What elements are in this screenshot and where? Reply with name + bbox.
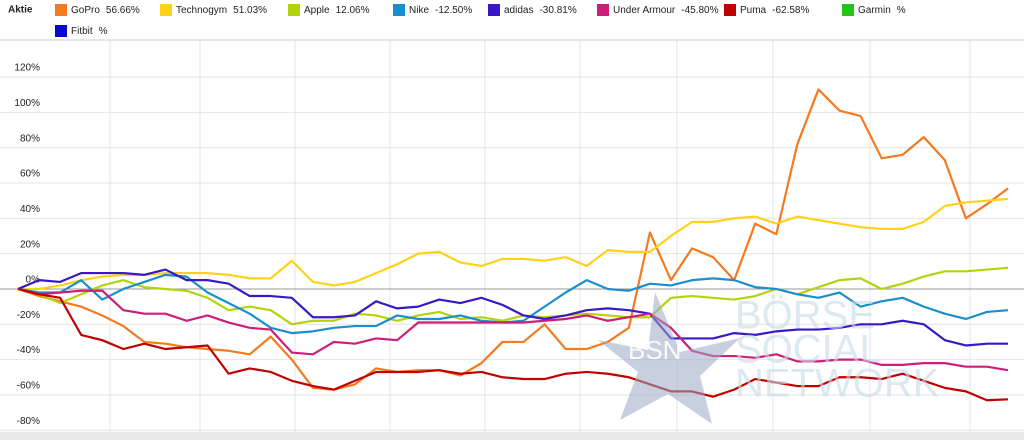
legend-title: Aktie: [8, 5, 33, 16]
legend-name: Garmin: [858, 5, 891, 16]
legend-label: Technogym 51.03%: [176, 5, 267, 16]
line-series: [17, 268, 1008, 347]
y-tick-label: 60%: [20, 169, 40, 180]
y-tick-label: -40%: [17, 345, 40, 356]
line-series: [18, 197, 1009, 291]
watermark: BSN BÖRSE SOCIAL NETWORK: [598, 292, 940, 424]
legend-name: Puma: [740, 5, 767, 16]
legend-swatch: [55, 4, 67, 16]
legend-change: -12.50%: [435, 5, 472, 16]
legend-name: Technogym: [176, 5, 227, 16]
legend-swatch: [393, 4, 405, 16]
scrollbar: [0, 432, 1024, 440]
watermark-text: BÖRSE: [735, 294, 875, 338]
legend-swatch: [724, 4, 736, 16]
y-tick-label: 100%: [14, 98, 40, 109]
legend-name: Apple: [304, 5, 330, 16]
watermark-text: NETWORK: [735, 362, 940, 406]
legend-label: GoPro 56.66%: [71, 5, 140, 16]
legend-swatch: [55, 25, 67, 37]
legend-label: Garmin%: [858, 5, 906, 16]
legend-label: Under Armour -45.80%: [613, 5, 719, 16]
y-tick-label: 0%: [26, 275, 41, 286]
legend-change: -45.80%: [681, 5, 718, 16]
watermark-text: SOCIAL: [735, 328, 882, 372]
legend-swatch: [488, 4, 500, 16]
watermark-logo: BSN: [628, 335, 681, 365]
legend-change: %: [897, 5, 906, 16]
legend-name: Under Armour: [613, 5, 676, 16]
line-series: [17, 287, 1009, 372]
legend-label: Apple 12.06%: [304, 5, 370, 16]
legend-name: adidas: [504, 5, 533, 16]
legend-change: 56.66%: [106, 5, 140, 16]
legend-swatch: [288, 4, 300, 16]
legend-change: -30.81%: [539, 5, 576, 16]
y-tick-label: 80%: [20, 133, 40, 144]
legend-change: %: [99, 26, 108, 37]
legend-change: 12.06%: [336, 5, 370, 16]
legend-change: 51.03%: [233, 5, 267, 16]
line-series: [17, 287, 1009, 402]
y-tick-label: 40%: [20, 204, 40, 215]
legend-name: GoPro: [71, 5, 100, 16]
legend-swatch: [160, 4, 172, 16]
y-tick-label: -20%: [17, 310, 40, 321]
y-tick-label: 120%: [14, 63, 40, 74]
y-tick-label: -60%: [17, 381, 40, 392]
legend-swatch: [842, 4, 854, 16]
legend-label: Nike -12.50%: [409, 5, 472, 16]
y-tick-label: -80%: [17, 416, 40, 427]
legend-swatch: [597, 4, 609, 16]
legend-label: Fitbit%: [71, 26, 108, 37]
line-series: [17, 266, 1009, 326]
legend-label: adidas -30.81%: [504, 5, 577, 16]
legend-change: -62.58%: [772, 5, 809, 16]
y-tick-label: 20%: [20, 239, 40, 250]
watermark-star: [598, 292, 740, 424]
legend-label: Puma -62.58%: [740, 5, 809, 16]
legend-name: Fitbit: [71, 26, 93, 37]
legend-name: Nike: [409, 5, 429, 16]
